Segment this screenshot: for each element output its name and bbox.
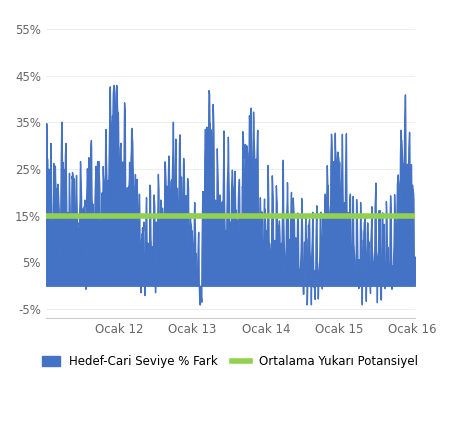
Legend: Hedef-Cari Seviye % Fark, Ortalama Yukarı Potansiyel: Hedef-Cari Seviye % Fark, Ortalama Yukar… — [37, 351, 422, 373]
